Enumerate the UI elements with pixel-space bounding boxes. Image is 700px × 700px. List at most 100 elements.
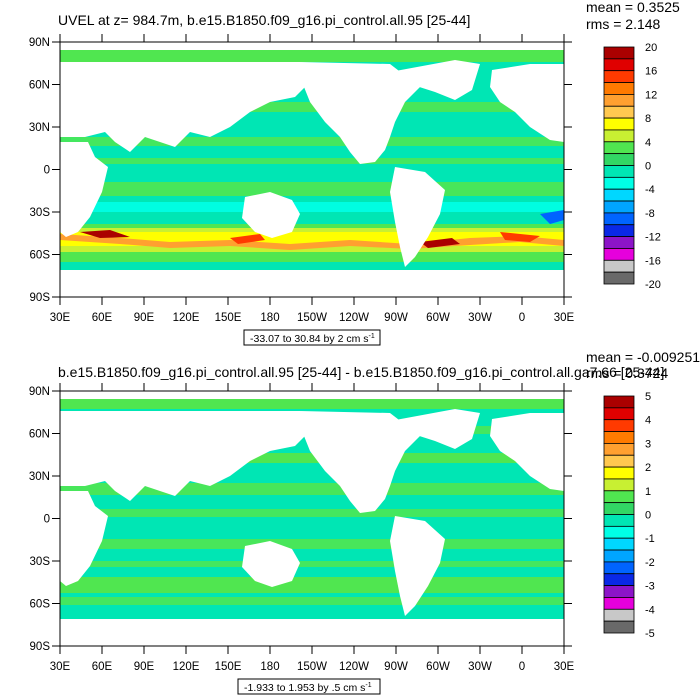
colorbar-swatch	[603, 153, 635, 166]
y-tick-label: 90S	[30, 641, 51, 653]
colorbar-label: 8	[645, 113, 651, 125]
colorbar-swatch	[603, 608, 635, 622]
colorbar-label: -1	[645, 533, 655, 545]
colorbar-swatch	[603, 431, 635, 444]
y-tick-label: 0	[44, 514, 50, 526]
colorbar-swatch	[603, 46, 635, 60]
panel1-range-label: -33.07 to 30.84 by 2 cm s-1	[250, 333, 375, 345]
panel2-range-label: -1.933 to 1.953 by .5 cm s-1	[244, 682, 372, 694]
colorbar-swatch	[603, 502, 635, 515]
colorbar-swatch	[603, 248, 635, 261]
x-tick-label: 180	[260, 661, 279, 673]
x-tick-label: 120E	[173, 661, 200, 673]
panel1-range-box	[243, 329, 381, 346]
x-tick-label: 30E	[554, 312, 575, 324]
x-tick-label: 150E	[215, 661, 242, 673]
colorbar-label: 0	[645, 161, 651, 173]
colorbar-swatch	[603, 129, 635, 143]
colorbar-swatch	[603, 419, 635, 432]
colorbar-label: 5	[645, 391, 651, 403]
colorbar-label: -12	[645, 232, 661, 244]
colorbar-swatch	[603, 176, 635, 190]
y-tick-label: 60S	[30, 250, 51, 262]
y-tick-label: 60N	[29, 80, 50, 92]
colorbar-swatch	[603, 573, 635, 587]
x-tick-label: 60W	[426, 312, 450, 324]
colorbar-swatch	[603, 597, 635, 610]
panel1-range-text: -33.07 to 30.84 by 2 cm s	[250, 333, 368, 345]
x-tick-label: 150E	[215, 312, 242, 324]
colorbar-swatch	[603, 271, 635, 285]
panel2-range-box	[237, 678, 381, 695]
colorbar-label: 2	[645, 462, 651, 474]
panel2-colorbar: 5 4 3 2 1 0 -1 -2 -3 -4 -5	[603, 391, 655, 640]
colorbar-swatch	[603, 514, 635, 527]
colorbar-swatch	[603, 442, 635, 456]
colorbar-label: 0	[645, 510, 651, 522]
x-tick-label: 30W	[468, 661, 492, 673]
colorbar-swatch	[603, 454, 635, 468]
x-tick-label: 120W	[339, 661, 369, 673]
colorbar-label: 12	[645, 89, 657, 101]
x-tick-label: 90W	[384, 661, 408, 673]
colorbar-swatch	[603, 200, 635, 214]
colorbar-swatch	[603, 259, 635, 273]
colorbar-swatch	[603, 561, 635, 575]
x-tick-label: 150W	[297, 661, 327, 673]
colorbar-swatch	[603, 94, 635, 107]
x-tick-label: 150W	[297, 312, 327, 324]
y-tick-label: 90N	[29, 37, 50, 49]
x-tick-label: 60E	[92, 661, 113, 673]
x-tick-label: 30E	[50, 312, 71, 324]
x-tick-label: 60E	[92, 312, 113, 324]
colorbar-label: -20	[645, 279, 661, 291]
panel1-map	[59, 41, 565, 298]
x-tick-label: 120E	[173, 312, 200, 324]
panel1-y-ticks: 90N 60N 30N 0 30S 60S 90S	[29, 37, 572, 304]
panel2-title: b.e15.B1850.f09_g16.pi_control.all.95 [2…	[58, 364, 664, 380]
y-tick-label: 60N	[29, 429, 50, 441]
colorbar-swatch	[603, 466, 635, 480]
colorbar-swatch	[603, 117, 635, 131]
colorbar-label: 3	[645, 438, 651, 450]
panel1-x-ticks: 30E 60E 90E 120E 150E 180 150W 120W 90W 60W 30W 0 30…	[50, 34, 575, 324]
colorbar-swatch	[603, 549, 635, 563]
panel2-x-ticks: 30E 60E 90E 120E 150E 180 150W 120W 90W 60W 30W 0 30…	[50, 383, 575, 673]
x-tick-label: 60W	[426, 661, 450, 673]
colorbar-swatch	[603, 224, 635, 238]
panel1-colorbar: 20 16 12 8 4 0 -4 -8 -12 -16 -20	[603, 42, 661, 291]
panel2-range-sup: -1	[365, 682, 371, 689]
top-panel: UVEL at z= 984.7m, b.e15.B1850.f09_g16.p…	[29, 0, 680, 346]
colorbar-label: 4	[645, 415, 651, 427]
x-tick-label: 120W	[339, 312, 369, 324]
y-tick-label: 30S	[30, 207, 51, 219]
panel2-range-text: -1.933 to 1.953 by .5 cm s	[244, 682, 365, 694]
x-tick-label: 90E	[134, 312, 155, 324]
colorbar-label: -3	[645, 581, 655, 593]
colorbar-swatch	[603, 478, 635, 492]
colorbar-swatch	[603, 188, 635, 202]
colorbar-swatch	[603, 70, 635, 83]
x-tick-label: 180	[260, 312, 279, 324]
colorbar-label: -16	[645, 255, 661, 267]
x-tick-label: 90W	[384, 312, 408, 324]
bottom-panel: mean = -0.009251 rms = 0.3724 b.e15.B185…	[29, 349, 700, 695]
colorbar-label: -4	[645, 184, 655, 196]
colorbar-swatch	[603, 105, 635, 119]
colorbar-swatch	[603, 490, 635, 504]
x-tick-label: 90E	[134, 661, 155, 673]
colorbar-swatch	[603, 141, 635, 155]
colorbar-label: 20	[645, 42, 657, 54]
colorbar-swatch	[603, 585, 635, 598]
x-tick-label: 0	[519, 661, 525, 673]
colorbar-label: -8	[645, 208, 655, 220]
y-tick-label: 90N	[29, 386, 50, 398]
x-tick-label: 30E	[50, 661, 71, 673]
x-tick-label: 30W	[468, 312, 492, 324]
colorbar-swatch	[603, 212, 635, 226]
panel2-y-ticks: 90N 60N 30N 0 30S 60S 90S	[29, 386, 572, 653]
y-tick-label: 0	[44, 165, 50, 177]
colorbar-swatch	[603, 395, 635, 409]
colorbar-label: 4	[645, 137, 651, 149]
